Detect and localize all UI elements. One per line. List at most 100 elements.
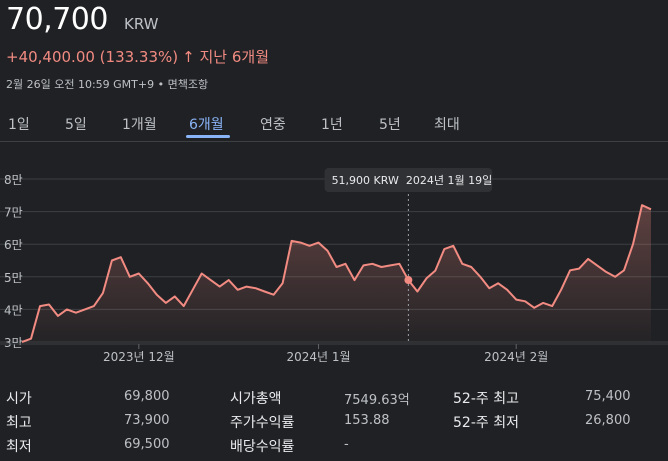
data-point [541, 301, 545, 305]
data-point [209, 278, 213, 282]
stat-marketcap-label: 시가총액 [230, 391, 282, 407]
data-point [388, 263, 392, 267]
arrow-up-icon: ↑ [182, 48, 195, 66]
data-point [290, 239, 294, 243]
tab-max[interactable]: 최대 [434, 117, 460, 133]
price-area [22, 205, 651, 342]
y-tick-label: 7만 [4, 206, 23, 220]
data-point [577, 267, 581, 271]
stat-52w-low-label: 52-주 최저 [453, 415, 519, 431]
data-point [631, 242, 635, 246]
price-chart[interactable]: 8만 7만 6만 5만 4만 3만 51,900 KRW 2024년 1월 19일 2023… [0, 150, 668, 372]
data-point [164, 301, 168, 305]
tab-1d[interactable]: 1일 [8, 117, 30, 133]
stat-high-label: 최고 [6, 415, 32, 431]
data-point [604, 270, 608, 274]
stat-52w-high-label: 52-주 최고 [453, 391, 519, 407]
tab-5d[interactable]: 5일 [65, 117, 87, 133]
y-tick-label: 5만 [4, 271, 23, 285]
data-point [101, 291, 105, 295]
data-point [379, 265, 383, 269]
price-change-value: +40,400.00 (133.33%) [6, 48, 179, 66]
stat-high-value: 73,900 [124, 413, 170, 428]
data-point [496, 281, 500, 285]
data-point [568, 268, 572, 272]
timestamp-disclaimer[interactable]: 2월 26일 오전 10:59 GMT+9 • 면책조항 [6, 78, 209, 91]
stat-open-value: 69,800 [124, 389, 170, 404]
x-tick-label: 2024년 1월 [286, 350, 350, 364]
data-point [56, 314, 60, 318]
stat-marketcap-value: 7549.63억 [344, 393, 410, 408]
x-tick-label: 2023년 12월 [103, 350, 175, 364]
tab-1y[interactable]: 1년 [321, 117, 343, 133]
data-point [613, 275, 617, 279]
data-point [550, 304, 554, 308]
data-point [335, 265, 339, 269]
data-point [317, 241, 321, 245]
tooltip-text: 51,900 KRW 2024년 1월 19일 [332, 173, 493, 187]
data-point [622, 268, 626, 272]
data-point [343, 262, 347, 266]
stat-open-label: 시가 [6, 391, 32, 407]
data-point [155, 293, 159, 297]
data-point [397, 262, 401, 266]
tab-6m[interactable]: 6개월 [189, 117, 224, 133]
data-point [83, 307, 87, 311]
y-tick-label: 4만 [4, 303, 23, 317]
data-point [173, 294, 177, 298]
data-point [20, 340, 24, 344]
tooltip-price: 51,900 KRW [332, 174, 399, 187]
data-point [38, 304, 42, 308]
y-tick-label: 6만 [4, 238, 23, 252]
price-change: +40,400.00 (133.33%) ↑ 지난 6개월 [6, 46, 269, 67]
stat-low-label: 최저 [6, 439, 32, 455]
data-point [191, 288, 195, 292]
data-point [586, 257, 590, 261]
data-point [281, 281, 285, 285]
data-point [47, 303, 51, 307]
data-point [469, 265, 473, 269]
tooltip-date: 2024년 1월 19일 [406, 173, 492, 187]
tooltip: 51,900 KRW 2024년 1월 19일 [324, 168, 493, 192]
y-tick-label: 8만 [4, 173, 23, 187]
data-point [128, 275, 132, 279]
stat-low-value: 69,500 [124, 437, 170, 452]
data-point [227, 278, 231, 282]
change-period: 지난 6개월 [199, 48, 269, 66]
data-point [433, 269, 437, 273]
data-point [74, 311, 78, 315]
data-point [487, 286, 491, 290]
data-point [442, 247, 446, 251]
tab-5y[interactable]: 5년 [379, 117, 401, 133]
data-point [92, 304, 96, 308]
tooltip-box [324, 168, 493, 192]
stat-52w-high-value: 75,400 [585, 389, 631, 404]
data-point [326, 249, 330, 253]
data-point [649, 207, 653, 211]
data-point [478, 275, 482, 279]
tab-1m[interactable]: 1개월 [122, 117, 157, 133]
data-point [200, 272, 204, 276]
currency-code: KRW [124, 15, 159, 33]
data-point [523, 299, 527, 303]
price-line [21, 204, 652, 343]
data-point [110, 259, 114, 263]
hover-point [404, 276, 413, 285]
active-tab-indicator [186, 135, 230, 138]
data-point [595, 263, 599, 267]
data-point [514, 298, 518, 302]
data-point [299, 241, 303, 245]
stat-pe-value: 153.88 [344, 413, 390, 428]
data-point [263, 289, 267, 293]
data-point [352, 278, 356, 282]
data-point [451, 244, 455, 248]
tab-ytd[interactable]: 연중 [260, 117, 286, 133]
stat-pe-label: 주가수익률 [230, 415, 295, 431]
x-axis-labels: 2023년 12월 2024년 1월 2024년 2월 [103, 344, 548, 364]
data-point [460, 262, 464, 266]
data-point [559, 288, 563, 292]
data-point [532, 306, 536, 310]
data-point [65, 307, 69, 311]
tab-divider [0, 141, 668, 142]
range-tabs: 1일 5일 1개월 6개월 연중 1년 5년 최대 [0, 114, 668, 138]
